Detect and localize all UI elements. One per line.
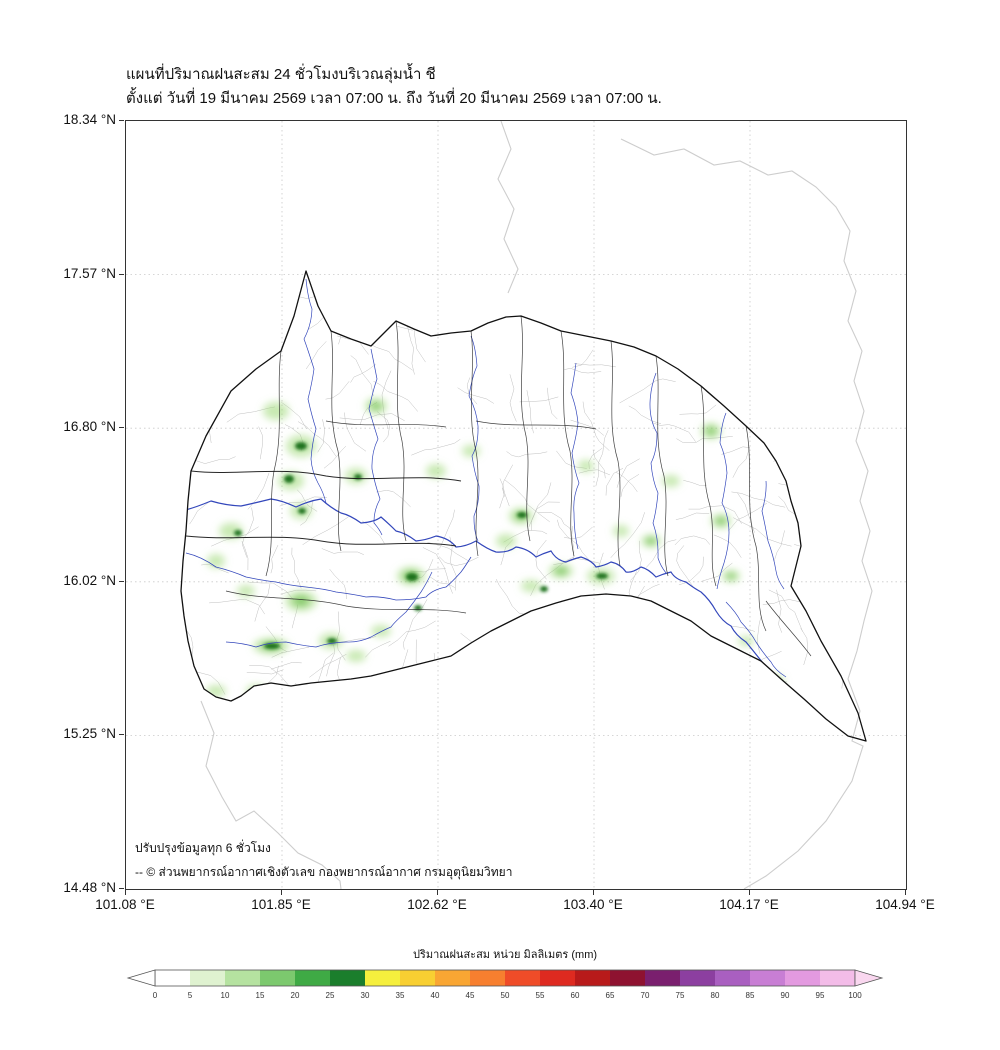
colorbar-gradient xyxy=(155,970,855,986)
y-axis-tick xyxy=(119,120,124,121)
svg-text:75: 75 xyxy=(676,991,685,1000)
x-axis-tick xyxy=(437,890,438,895)
svg-text:35: 35 xyxy=(396,991,405,1000)
update-note: ปรับปรุงข้อมูลทุก 6 ชั่วโมง xyxy=(135,841,271,855)
x-tick-label-1: 101.85 °E xyxy=(251,897,311,912)
x-axis-tick xyxy=(281,890,282,895)
svg-text:40: 40 xyxy=(431,991,440,1000)
y-tick-label-1: 17.57 °N xyxy=(63,266,116,281)
y-tick-label-5: 14.48 °N xyxy=(63,880,116,895)
y-axis-tick xyxy=(119,888,124,889)
subbasin-boundaries xyxy=(185,315,812,657)
x-axis-tick xyxy=(905,890,906,895)
x-tick-label-4: 104.17 °E xyxy=(719,897,779,912)
y-tick-label-3: 16.02 °N xyxy=(63,573,116,588)
svg-text:55: 55 xyxy=(536,991,545,1000)
basin-map-svg xyxy=(126,121,906,889)
svg-text:5: 5 xyxy=(188,991,193,1000)
colorbar-title: ปริมาณฝนสะสม หน่วย มิลลิเมตร (mm) xyxy=(413,949,597,961)
svg-text:70: 70 xyxy=(641,991,650,1000)
rain-halo-layer xyxy=(206,398,784,717)
map-title: แผนที่ปริมาณฝนสะสม 24 ชั่วโมงบริเวณลุ่มน… xyxy=(126,66,436,83)
colorbar-tick-labels: 0 5 10 15 20 25 30 35 40 45 50 55 60 65 70 75 80 85 90 95 10… xyxy=(153,991,862,1000)
svg-text:50: 50 xyxy=(501,991,510,1000)
svg-text:80: 80 xyxy=(711,991,720,1000)
colorbar-right-arrow xyxy=(854,969,884,987)
svg-text:65: 65 xyxy=(606,991,615,1000)
y-axis-tick xyxy=(119,273,124,275)
x-tick-label-0: 101.08 °E xyxy=(95,897,155,912)
svg-text:100: 100 xyxy=(848,991,862,1000)
rainfall-overlay xyxy=(206,398,784,717)
y-axis-tick xyxy=(119,427,124,429)
svg-text:25: 25 xyxy=(326,991,335,1000)
y-axis-tick xyxy=(119,580,124,582)
svg-text:85: 85 xyxy=(746,991,755,1000)
y-tick-label-4: 15.25 °N xyxy=(63,726,116,741)
x-tick-label-2: 102.62 °E xyxy=(407,897,467,912)
y-tick-label-0: 18.34 °N xyxy=(63,112,116,127)
svg-text:0: 0 xyxy=(153,991,158,1000)
y-tick-label-2: 16.80 °N xyxy=(63,419,116,434)
colorbar-left-arrow xyxy=(126,969,156,987)
admin-boundary-lines xyxy=(200,121,873,889)
svg-text:60: 60 xyxy=(571,991,580,1000)
svg-text:45: 45 xyxy=(466,991,475,1000)
svg-text:95: 95 xyxy=(816,991,825,1000)
source-note: -- © ส่วนพยากรณ์อากาศเชิงตัวเลข กองพยากร… xyxy=(135,865,513,879)
map-plot-area: ปรับปรุงข้อมูลทุก 6 ชั่วโมง -- © ส่วนพยา… xyxy=(125,120,907,890)
svg-text:15: 15 xyxy=(256,991,265,1000)
rain-core-layer xyxy=(234,442,781,714)
svg-text:90: 90 xyxy=(781,991,790,1000)
x-tick-label-5: 104.94 °E xyxy=(875,897,935,912)
svg-text:10: 10 xyxy=(221,991,230,1000)
x-axis-tick xyxy=(593,890,594,895)
map-subtitle: ตั้งแต่ วันที่ 19 มีนาคม 2569 เวลา 07:00… xyxy=(126,90,662,107)
x-axis-tick xyxy=(125,890,126,895)
basin-outline xyxy=(180,270,867,742)
svg-text:30: 30 xyxy=(361,991,370,1000)
y-axis-tick xyxy=(119,734,124,736)
x-axis-tick xyxy=(749,890,750,895)
colorbar: ปริมาณฝนสะสม หน่วย มิลลิเมตร (mm) 0 5 10 15… xyxy=(126,949,884,1000)
x-tick-label-3: 103.40 °E xyxy=(563,897,623,912)
svg-text:20: 20 xyxy=(291,991,300,1000)
